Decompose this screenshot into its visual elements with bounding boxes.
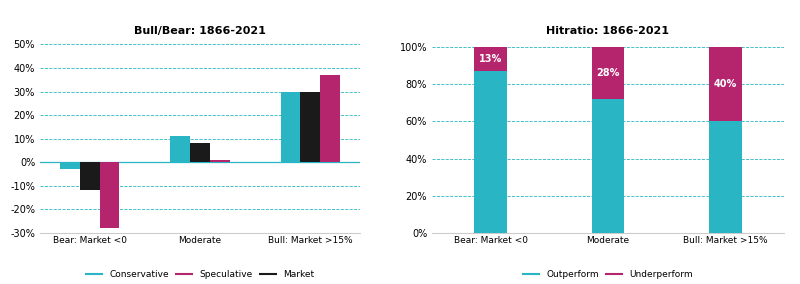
Legend: Conservative, Speculative, Market: Conservative, Speculative, Market	[82, 266, 318, 283]
Legend: Outperform, Underperform: Outperform, Underperform	[519, 266, 697, 283]
Bar	[170, 136, 190, 162]
Title: Bull/Bear: 1866-2021: Bull/Bear: 1866-2021	[134, 26, 266, 36]
Bar	[474, 47, 507, 71]
Bar	[60, 162, 80, 169]
Bar	[591, 99, 625, 233]
Bar	[709, 47, 742, 122]
Bar	[591, 47, 625, 99]
Text: 40%: 40%	[714, 79, 737, 89]
Bar	[210, 160, 230, 162]
Bar	[301, 91, 320, 162]
Bar	[474, 71, 507, 233]
Bar	[281, 91, 301, 162]
Bar	[99, 162, 119, 228]
Bar	[80, 162, 99, 191]
Title: Hitratio: 1866-2021: Hitratio: 1866-2021	[546, 26, 670, 36]
Bar	[709, 122, 742, 233]
Bar	[320, 75, 340, 162]
Text: 28%: 28%	[596, 68, 620, 78]
Text: 13%: 13%	[479, 54, 502, 64]
Bar	[190, 143, 210, 162]
